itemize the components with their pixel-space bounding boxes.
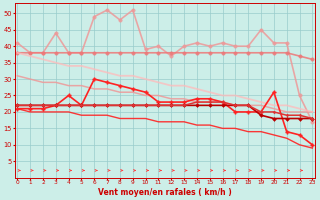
- X-axis label: Vent moyen/en rafales ( km/h ): Vent moyen/en rafales ( km/h ): [98, 188, 232, 197]
